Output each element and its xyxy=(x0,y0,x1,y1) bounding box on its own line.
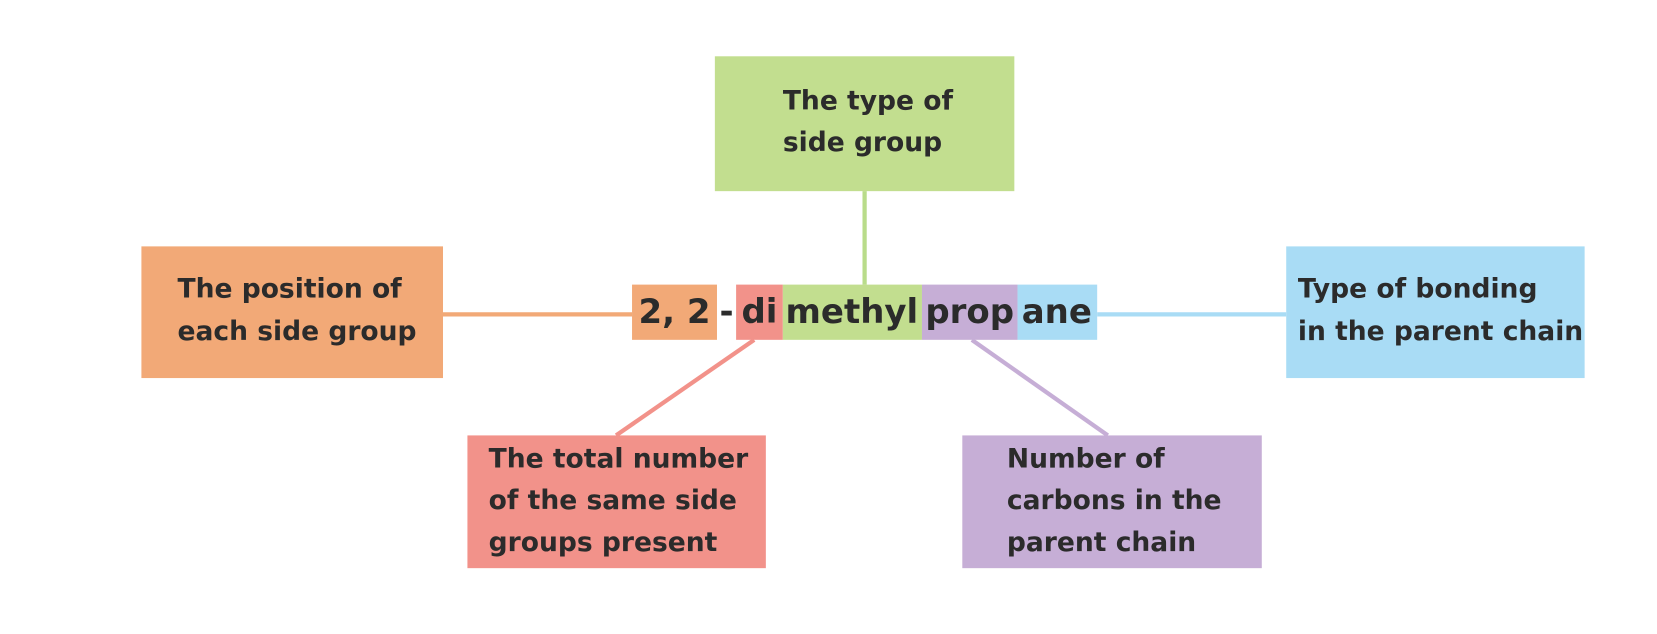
connectors xyxy=(443,191,1287,438)
box: The position of each side group xyxy=(141,246,444,379)
box-bg xyxy=(467,435,766,569)
name-part: di xyxy=(741,292,777,332)
box-bg xyxy=(714,56,1015,192)
box: Type of bonding in the parent chain xyxy=(1286,246,1585,379)
connector xyxy=(970,338,1110,438)
box-bg xyxy=(141,246,444,379)
box-text: The type of xyxy=(783,85,954,116)
name-part: methyl xyxy=(786,292,919,332)
name-part: - xyxy=(719,292,733,332)
box-text: each side group xyxy=(178,316,417,347)
part-bg xyxy=(736,284,783,340)
box-text: carbons in the xyxy=(1007,485,1222,516)
box-text: Number of xyxy=(1007,443,1165,474)
box-bg xyxy=(962,435,1262,569)
box-text: parent chain xyxy=(1007,527,1196,558)
box-text: The total number xyxy=(489,443,749,474)
part-bg xyxy=(921,284,1018,340)
name-part: ane xyxy=(1022,292,1092,332)
box-text: in the parent chain xyxy=(1298,316,1583,347)
name-part: prop xyxy=(925,292,1014,332)
name-part: 2, 2 xyxy=(639,292,711,332)
box-text: The position of xyxy=(178,273,403,304)
part-bg xyxy=(782,284,922,340)
part-bg xyxy=(1017,284,1098,340)
box-text: of the same side xyxy=(489,485,737,516)
connector xyxy=(614,338,756,438)
box: The total number of the same side groups… xyxy=(467,435,766,569)
box-bg xyxy=(1286,246,1585,379)
box-text: Type of bonding xyxy=(1298,273,1538,304)
box-text: groups present xyxy=(489,527,718,558)
compound-name: 2, 2 - di methyl prop ane xyxy=(632,284,1098,340)
box: Number of carbons in the parent chain xyxy=(962,435,1262,569)
part-bg xyxy=(632,284,717,340)
box: The type of side group xyxy=(714,56,1015,192)
box-text: side group xyxy=(783,127,942,158)
